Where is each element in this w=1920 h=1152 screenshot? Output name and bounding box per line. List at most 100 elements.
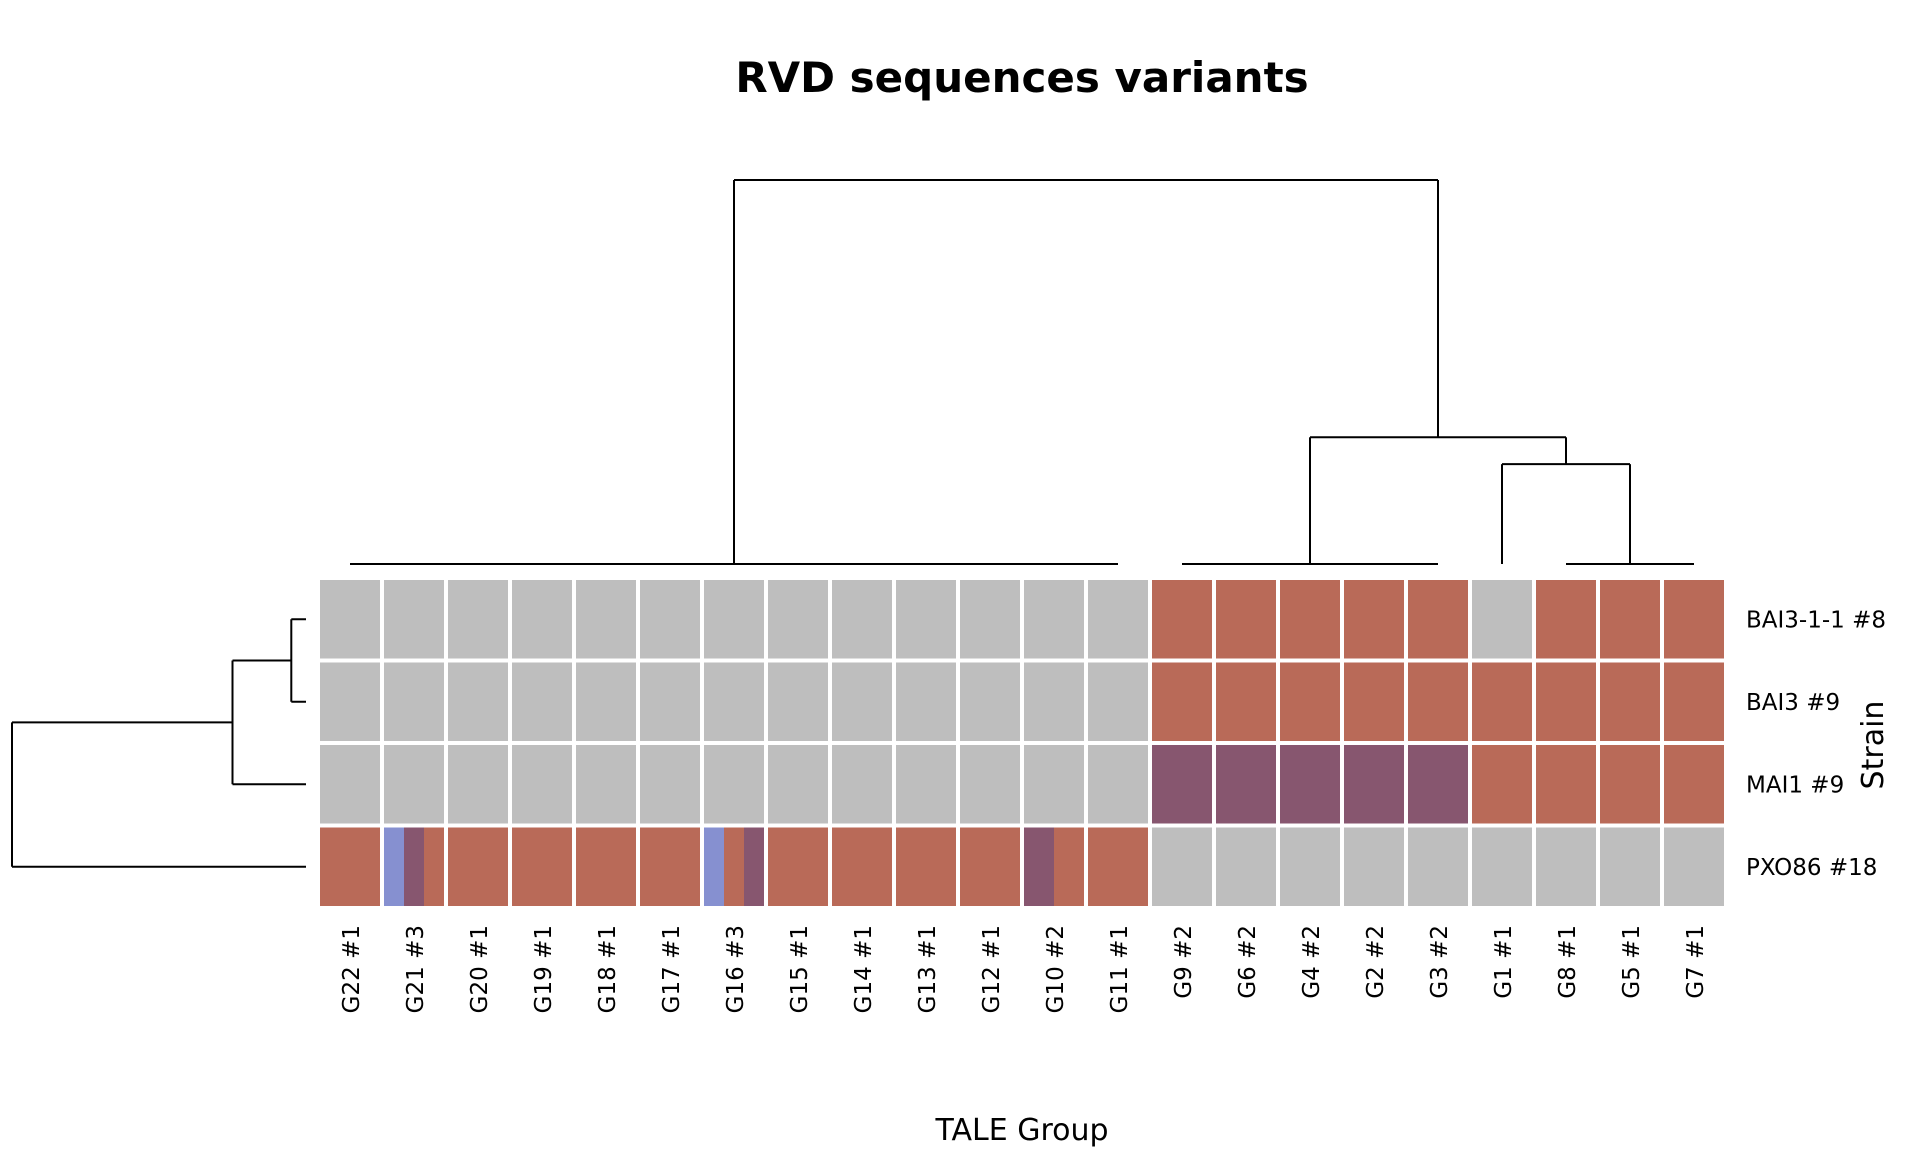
heatmap-cell (1152, 827, 1212, 906)
heatmap-cell (832, 827, 892, 906)
heatmap-cell (1600, 745, 1660, 824)
heatmap-cell (448, 745, 508, 824)
heatmap-cell (384, 745, 444, 824)
heatmap-cell (320, 745, 380, 824)
heatmap-cell (1280, 580, 1340, 659)
heatmap-cell (1024, 580, 1084, 659)
column-label: G2 #2 (1363, 925, 1389, 999)
heatmap-cell (1600, 662, 1660, 741)
heatmap-cell (1280, 662, 1340, 741)
heatmap-cell (832, 745, 892, 824)
heatmap-cell (1088, 580, 1148, 659)
heatmap-cell (384, 827, 404, 906)
heatmap-cell (1024, 745, 1084, 824)
heatmap-cell (960, 662, 1020, 741)
column-label: G3 #2 (1427, 925, 1453, 999)
heatmap-cell (448, 662, 508, 741)
heatmap-cell (1408, 827, 1468, 906)
heatmap-cell (1216, 827, 1276, 906)
heatmap-cell (704, 745, 764, 824)
heatmap-cell (640, 662, 700, 741)
heatmap-cell (896, 662, 956, 741)
heatmap-cell (1024, 662, 1084, 741)
heatmap-cell (448, 580, 508, 659)
heatmap-cell (512, 662, 572, 741)
column-label: G5 #1 (1619, 925, 1645, 999)
heatmap-cell (640, 580, 700, 659)
heatmap-cell (896, 745, 956, 824)
heatmap-cell (1408, 580, 1468, 659)
heatmap-cell (1664, 580, 1724, 659)
heatmap-cell (1664, 662, 1724, 741)
heatmap-cell (832, 662, 892, 741)
heatmap-cell (424, 827, 444, 906)
heatmap-cell (576, 745, 636, 824)
column-label: G8 #1 (1555, 925, 1581, 999)
heatmap-cell (1152, 662, 1212, 741)
heatmap-cell (1472, 662, 1532, 741)
heatmap-cell (960, 580, 1020, 659)
column-label: G20 #1 (467, 925, 493, 1013)
heatmap-cell (1472, 827, 1532, 906)
heatmap-cell (640, 745, 700, 824)
chart-title: RVD sequences variants (735, 53, 1308, 102)
heatmap-cell (896, 827, 956, 906)
heatmap-cell (1664, 745, 1724, 824)
heatmap-cell (1088, 745, 1148, 824)
heatmap-cell (640, 827, 700, 906)
column-label: G17 #1 (659, 925, 685, 1013)
heatmap-cell (512, 745, 572, 824)
column-label: G16 #3 (723, 925, 749, 1013)
heatmap-cell (960, 827, 1020, 906)
column-label: G9 #2 (1171, 925, 1197, 999)
heatmap-cell (1600, 827, 1660, 906)
heatmap-cell (768, 580, 828, 659)
heatmap-cell (1408, 745, 1468, 824)
heatmap-cell (512, 827, 572, 906)
column-label: G19 #1 (531, 925, 557, 1013)
heatmap-cell (1216, 745, 1276, 824)
heatmap-cell (1280, 827, 1340, 906)
heatmap-cell (704, 662, 764, 741)
heatmap-cell (320, 580, 380, 659)
heatmap-cell (768, 827, 828, 906)
heatmap-cell (320, 662, 380, 741)
row-label: MAI1 #9 (1746, 772, 1844, 798)
heatmap-cell (576, 580, 636, 659)
heatmap-cell (960, 745, 1020, 824)
column-label: G13 #1 (915, 925, 941, 1013)
heatmap-cell (704, 827, 724, 906)
heatmap-cell (1216, 580, 1276, 659)
x-axis-label: TALE Group (934, 1113, 1108, 1148)
heatmap-cell (744, 827, 764, 906)
heatmap-cell (384, 662, 444, 741)
column-label: G1 #1 (1491, 925, 1517, 999)
heatmap-cell (576, 662, 636, 741)
heatmap-cell (768, 745, 828, 824)
heatmap-cell (384, 580, 444, 659)
heatmap-cell (1152, 580, 1212, 659)
row-labels: BAI3-1-1 #8 BAI3 #9 MAI1 #9 PXO86 #18 (1746, 607, 1886, 881)
heatmap-cell (1536, 827, 1596, 906)
y-axis-label: Strain (1856, 701, 1891, 790)
heatmap-cell (512, 580, 572, 659)
column-label: G22 #1 (339, 925, 365, 1013)
heatmap-cell (1216, 662, 1276, 741)
heatmap-cell (1600, 580, 1660, 659)
row-label: BAI3 #9 (1746, 690, 1840, 716)
heatmap-cell (1344, 662, 1404, 741)
heatmap-cell (320, 827, 380, 906)
heatmap-cell (1088, 662, 1148, 741)
column-label: G7 #1 (1683, 925, 1709, 999)
row-label: BAI3-1-1 #8 (1746, 607, 1886, 633)
heatmap-cell (896, 580, 956, 659)
heatmap-cell (1280, 745, 1340, 824)
column-dendrogram (350, 179, 1694, 565)
column-label: G21 #3 (403, 925, 429, 1013)
heatmap-cell (1344, 745, 1404, 824)
heatmap-cell (768, 662, 828, 741)
column-label: G18 #1 (595, 925, 621, 1013)
column-label: G6 #2 (1235, 925, 1261, 999)
heatmap-cell (1024, 827, 1054, 906)
